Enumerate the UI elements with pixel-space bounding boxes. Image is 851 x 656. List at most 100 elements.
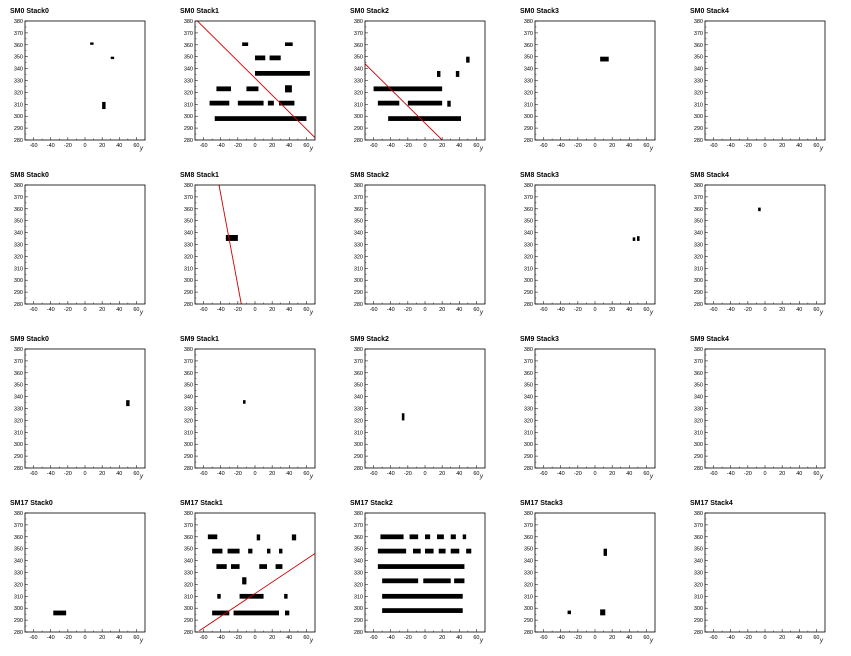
y-tick-label: 290 xyxy=(14,126,23,132)
y-tick-label: 310 xyxy=(14,102,23,108)
x-axis-label: y xyxy=(139,474,144,480)
data-cluster xyxy=(377,564,465,569)
x-tick-label: -20 xyxy=(744,143,752,149)
y-tick-label: 290 xyxy=(694,618,703,624)
y-tick-label: 380 xyxy=(694,511,703,517)
x-tick-label: 60 xyxy=(133,635,139,641)
data-cluster xyxy=(758,207,761,212)
y-tick-label: 330 xyxy=(184,407,193,413)
data-cluster xyxy=(285,85,292,93)
x-tick-label: 20 xyxy=(439,307,445,313)
y-tick-label: 310 xyxy=(694,266,703,272)
data-cluster xyxy=(377,100,400,106)
y-tick-label: 360 xyxy=(524,371,533,377)
x-tick-label: 40 xyxy=(626,635,632,641)
panel: SM17 Stack1 280 290 300 310 320 330 340 350 360 37… xyxy=(180,500,316,644)
y-tick-label: 280 xyxy=(694,302,703,308)
panel: SM9 Stack3 280 290 300 310 320 330 340 350 360 370… xyxy=(520,336,656,480)
x-tick-label: -60 xyxy=(540,307,548,313)
x-tick-label: -40 xyxy=(387,307,395,313)
data-cluster xyxy=(90,42,94,45)
data-cluster xyxy=(227,548,240,554)
x-tick-label: 20 xyxy=(269,635,275,641)
y-tick-label: 360 xyxy=(354,535,363,541)
y-tick-label: 330 xyxy=(694,407,703,413)
x-tick-label: 40 xyxy=(116,635,122,641)
data-cluster xyxy=(600,56,609,62)
data-cluster xyxy=(632,237,636,241)
y-tick-label: 350 xyxy=(524,219,533,225)
x-tick-label: -40 xyxy=(217,307,225,313)
x-tick-label: -40 xyxy=(557,143,565,149)
x-tick-label: -20 xyxy=(404,307,412,313)
y-tick-label: 280 xyxy=(694,138,703,144)
panel: SM8 Stack1 280 290 300 310 320 330 340 350 360 370… xyxy=(180,172,316,316)
y-tick-label: 380 xyxy=(354,183,363,189)
y-tick-label: 280 xyxy=(354,302,363,308)
y-tick-label: 290 xyxy=(14,454,23,460)
panel: SM0 Stack1 280 290 300 310 320 330 340 350 360 370… xyxy=(180,8,316,152)
y-tick-label: 310 xyxy=(354,102,363,108)
y-tick-label: 370 xyxy=(184,359,193,365)
y-tick-label: 310 xyxy=(184,594,193,600)
panel: SM0 Stack4 280 290 300 310 320 330 340 350 360 370… xyxy=(690,8,826,152)
y-tick-label: 370 xyxy=(184,31,193,37)
x-tick-label: 40 xyxy=(286,143,292,149)
x-axis-label: y xyxy=(139,146,144,152)
panel: SM17 Stack4 280 290 300 310 320 330 340 350 360 37… xyxy=(690,500,826,644)
x-tick-label: 0 xyxy=(593,143,596,149)
y-tick-label: 380 xyxy=(694,347,703,353)
y-tick-label: 280 xyxy=(354,630,363,636)
x-tick-label: 40 xyxy=(116,143,122,149)
x-tick-label: -20 xyxy=(234,471,242,477)
y-tick-label: 350 xyxy=(354,55,363,61)
data-cluster xyxy=(248,548,253,554)
y-tick-label: 360 xyxy=(694,43,703,49)
x-tick-label: -60 xyxy=(540,471,548,477)
data-cluster xyxy=(237,100,264,106)
y-tick-label: 380 xyxy=(184,19,193,25)
data-cluster xyxy=(425,534,431,540)
data-cluster xyxy=(409,534,419,540)
x-tick-label: 20 xyxy=(269,471,275,477)
y-tick-label: 320 xyxy=(14,254,23,260)
x-tick-label: 60 xyxy=(643,635,649,641)
data-cluster xyxy=(242,577,247,585)
plot-frame xyxy=(364,348,486,469)
y-tick-label: 310 xyxy=(354,594,363,600)
y-tick-label: 340 xyxy=(524,559,533,565)
plot-frame xyxy=(24,348,146,469)
x-tick-label: 20 xyxy=(269,307,275,313)
plot-frame xyxy=(704,20,826,141)
x-tick-label: -40 xyxy=(47,307,55,313)
y-tick-label: 320 xyxy=(184,90,193,96)
y-tick-label: 280 xyxy=(184,138,193,144)
x-axis-label: y xyxy=(819,146,824,152)
y-tick-label: 360 xyxy=(524,535,533,541)
x-tick-label: 0 xyxy=(253,307,256,313)
panel-title: SM8 Stack3 xyxy=(520,172,559,179)
data-cluster xyxy=(567,610,571,615)
x-tick-label: 40 xyxy=(116,471,122,477)
y-tick-label: 310 xyxy=(184,102,193,108)
panel-title: SM9 Stack2 xyxy=(350,336,389,343)
x-tick-label: -60 xyxy=(200,635,208,641)
data-cluster xyxy=(455,70,460,77)
x-tick-label: 20 xyxy=(99,471,105,477)
data-cluster xyxy=(212,610,230,616)
y-tick-label: 360 xyxy=(184,43,193,49)
y-tick-label: 320 xyxy=(14,582,23,588)
panel-title: SM9 Stack3 xyxy=(520,336,559,343)
y-tick-label: 340 xyxy=(184,231,193,237)
panel-title: SM0 Stack0 xyxy=(10,8,49,15)
y-tick-label: 340 xyxy=(184,559,193,565)
data-cluster xyxy=(291,534,297,541)
data-cluster xyxy=(285,42,293,46)
x-tick-label: -20 xyxy=(744,307,752,313)
fit-line xyxy=(196,21,315,138)
x-tick-label: -60 xyxy=(370,471,378,477)
x-tick-label: 40 xyxy=(796,635,802,641)
y-tick-label: 350 xyxy=(694,383,703,389)
y-tick-label: 290 xyxy=(354,290,363,296)
data-cluster xyxy=(209,100,230,106)
